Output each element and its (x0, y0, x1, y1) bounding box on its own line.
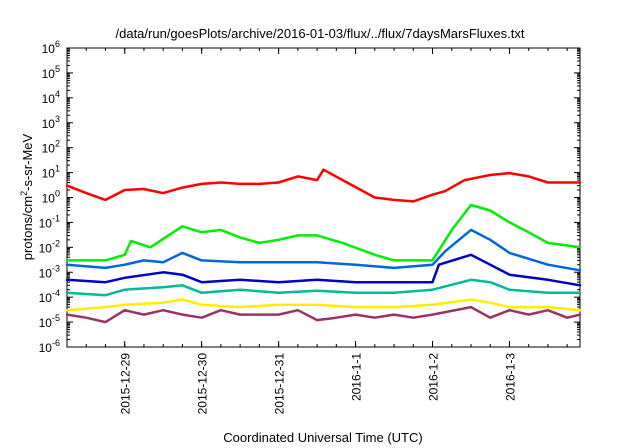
y-tick-label: 10-3 (39, 263, 60, 280)
y-tick-label: 104 (42, 89, 60, 106)
x-axis-label: Coordinated Universal Time (UTC) (223, 430, 422, 445)
y-axis-label-base: protons/cm (20, 196, 35, 260)
y-tick-label: 102 (42, 139, 60, 156)
x-axis: 2015-12-29 2015-12-30 2015-12-31 2016-1-1 20… (66, 48, 568, 415)
y-tick-label: 101 (42, 164, 60, 181)
y-tick-label: 10-4 (39, 288, 60, 305)
y-tick-label: 10-6 (39, 338, 60, 355)
series-line-6 (65, 298, 582, 312)
series-line-4 (65, 253, 582, 287)
y-tick-label: 10-5 (39, 313, 60, 330)
chart-title: /data/run/goesPlots/archive/2016-01-03/f… (116, 26, 525, 41)
series-line-5 (65, 278, 582, 297)
series-line-3 (65, 228, 582, 272)
x-tick-label: 2016-1-1 (350, 353, 364, 401)
y-tick-label: 105 (42, 64, 60, 81)
series-line-1 (65, 168, 582, 203)
series-layer (65, 168, 582, 324)
series-line-7 (65, 305, 582, 324)
y-tick-label: 103 (42, 114, 60, 131)
y-axis-label-rest: -s-sr-MeV (20, 133, 35, 190)
x-tick-label: 2016-1-3 (503, 353, 517, 401)
y-tick-label: 106 (42, 39, 60, 56)
x-tick-label: 2015-12-29 (119, 353, 133, 415)
y-tick-label: 100 (42, 189, 60, 206)
y-axis-label-sup: 2 (19, 191, 29, 196)
y-axis: 10-6 10-5 10-4 10-3 10-2 10-1 100 101 102 103 104 1… (39, 39, 580, 355)
plot-frame (66, 47, 581, 348)
y-tick-label: 10-2 (39, 238, 60, 255)
x-tick-label: 2015-12-31 (273, 353, 287, 415)
x-tick-label: 2015-12-30 (196, 353, 210, 415)
y-axis-label: protons/cm2-s-sr-MeV (19, 133, 35, 260)
series-line-2 (65, 203, 582, 262)
y-tick-label: 10-1 (39, 213, 60, 230)
x-tick-label: 2016-1-2 (427, 353, 441, 401)
